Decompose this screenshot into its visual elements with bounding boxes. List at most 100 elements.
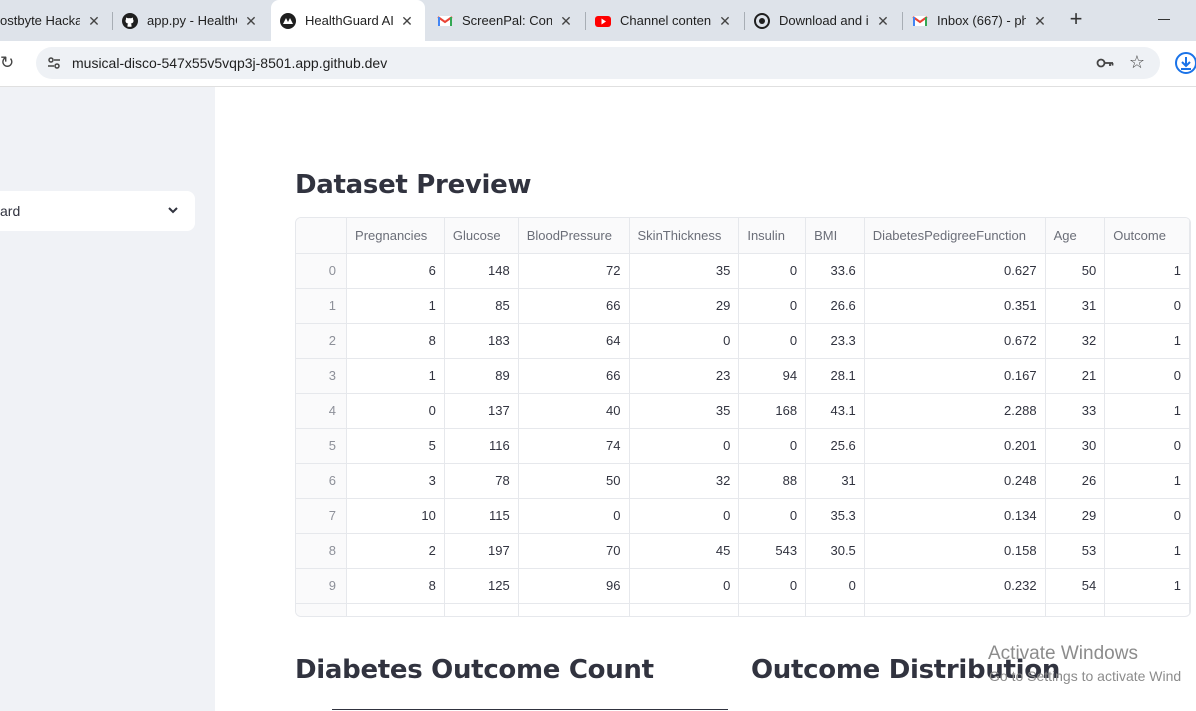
table-cell[interactable]: 115 — [444, 498, 519, 534]
table-cell[interactable]: 40 — [518, 393, 630, 429]
table-cell[interactable]: 125 — [444, 568, 519, 604]
table-cell[interactable]: 53 — [1045, 533, 1106, 569]
table-cell[interactable] — [518, 603, 630, 616]
table-cell[interactable]: 26 — [1045, 463, 1106, 499]
table-cell[interactable]: 148 — [444, 253, 519, 289]
table-cell[interactable] — [1045, 603, 1106, 616]
table-cell[interactable]: 23 — [629, 358, 740, 394]
address-bar[interactable]: musical-disco-547x55v5vqp3j-8501.app.git… — [36, 47, 1160, 79]
table-cell[interactable]: 10 — [346, 498, 445, 534]
column-header[interactable]: Age — [1045, 218, 1106, 254]
table-cell[interactable]: 1 — [1104, 393, 1190, 429]
table-cell[interactable]: 0.248 — [864, 463, 1046, 499]
table-cell[interactable]: 168 — [738, 393, 807, 429]
table-cell[interactable]: 0 — [518, 498, 630, 534]
table-cell[interactable]: 21 — [1045, 358, 1106, 394]
table-cell[interactable]: 0.351 — [864, 288, 1046, 324]
close-icon[interactable]: ✕ — [719, 12, 731, 29]
table-cell[interactable]: 0.158 — [864, 533, 1046, 569]
table-cell[interactable]: 33.6 — [805, 253, 865, 289]
table-cell[interactable]: 3 — [346, 463, 445, 499]
url-text[interactable]: musical-disco-547x55v5vqp3j-8501.app.git… — [72, 55, 388, 71]
tab-download[interactable]: Download and i ✕ — [745, 0, 901, 41]
table-cell[interactable]: 0 — [805, 568, 865, 604]
site-info-icon[interactable] — [46, 55, 62, 71]
table-cell[interactable]: 0 — [1104, 288, 1190, 324]
row-index-cell[interactable] — [296, 603, 348, 616]
table-cell[interactable]: 8 — [346, 323, 445, 359]
close-icon[interactable]: ✕ — [88, 12, 100, 29]
table-cell[interactable]: 0.672 — [864, 323, 1046, 359]
table-cell[interactable]: 32 — [1045, 323, 1106, 359]
table-cell[interactable]: 0 — [738, 428, 807, 464]
table-cell[interactable] — [864, 603, 1046, 616]
column-header[interactable]: BMI — [805, 218, 865, 254]
row-index-cell[interactable]: 1 — [296, 288, 348, 324]
reload-icon[interactable]: ↻ — [0, 53, 15, 72]
table-cell[interactable]: 1 — [1104, 323, 1190, 359]
table-cell[interactable]: 1 — [1104, 533, 1190, 569]
table-cell[interactable]: 0 — [738, 323, 807, 359]
index-column-header[interactable] — [296, 218, 348, 254]
table-cell[interactable]: 30.5 — [805, 533, 865, 569]
table-cell[interactable]: 5 — [346, 428, 445, 464]
table-cell[interactable]: 197 — [444, 533, 519, 569]
table-cell[interactable]: 28.1 — [805, 358, 865, 394]
table-cell[interactable]: 1 — [346, 288, 445, 324]
table-cell[interactable]: 1 — [346, 358, 445, 394]
window-minimize-button[interactable] — [1158, 19, 1170, 20]
table-cell[interactable]: 0 — [738, 568, 807, 604]
table-cell[interactable]: 88 — [738, 463, 807, 499]
table-cell[interactable]: 0.134 — [864, 498, 1046, 534]
table-cell[interactable]: 31 — [1045, 288, 1106, 324]
table-cell[interactable]: 29 — [629, 288, 740, 324]
table-cell[interactable]: 116 — [444, 428, 519, 464]
table-cell[interactable]: 1 — [1104, 253, 1190, 289]
table-cell[interactable]: 0 — [346, 393, 445, 429]
close-icon[interactable]: ✕ — [560, 12, 572, 29]
table-cell[interactable]: 1 — [1104, 568, 1190, 604]
table-cell[interactable]: 78 — [444, 463, 519, 499]
table-cell[interactable]: 0.167 — [864, 358, 1046, 394]
table-cell[interactable]: 0 — [738, 253, 807, 289]
table-cell[interactable]: 8 — [346, 568, 445, 604]
table-cell[interactable]: 74 — [518, 428, 630, 464]
column-header[interactable]: Outcome — [1104, 218, 1190, 254]
table-cell[interactable]: 0 — [629, 428, 740, 464]
table-cell[interactable]: 2.288 — [864, 393, 1046, 429]
tab-youtube[interactable]: Channel content ✕ — [586, 0, 743, 41]
table-cell[interactable]: 0.232 — [864, 568, 1046, 604]
table-cell[interactable]: 0 — [1104, 498, 1190, 534]
table-cell[interactable]: 96 — [518, 568, 630, 604]
table-cell[interactable]: 29 — [1045, 498, 1106, 534]
column-header[interactable]: SkinThickness — [629, 218, 740, 254]
table-cell[interactable]: 0 — [629, 498, 740, 534]
table-cell[interactable]: 64 — [518, 323, 630, 359]
table-cell[interactable]: 23.3 — [805, 323, 865, 359]
column-header[interactable]: Pregnancies — [346, 218, 445, 254]
tab-healthguard[interactable]: HealthGuard AI ✕ — [271, 0, 425, 41]
row-index-cell[interactable]: 2 — [296, 323, 348, 359]
tab-github[interactable]: app.py - HealthG ✕ — [113, 0, 269, 41]
table-cell[interactable]: 54 — [1045, 568, 1106, 604]
table-cell[interactable]: 50 — [1045, 253, 1106, 289]
table-cell[interactable] — [805, 603, 865, 616]
row-index-cell[interactable]: 3 — [296, 358, 348, 394]
close-icon[interactable]: ✕ — [1034, 12, 1046, 29]
row-index-cell[interactable]: 7 — [296, 498, 348, 534]
column-header[interactable]: Glucose — [444, 218, 519, 254]
table-cell[interactable]: 50 — [518, 463, 630, 499]
table-cell[interactable]: 0 — [1104, 358, 1190, 394]
table-cell[interactable]: 0.627 — [864, 253, 1046, 289]
table-cell[interactable] — [346, 603, 445, 616]
download-icon[interactable] — [1174, 51, 1196, 75]
table-cell[interactable]: 183 — [444, 323, 519, 359]
tab-screenpal[interactable]: ScreenPal: Confi ✕ — [428, 0, 584, 41]
table-cell[interactable]: 0 — [738, 288, 807, 324]
table-cell[interactable]: 6 — [346, 253, 445, 289]
row-index-cell[interactable]: 5 — [296, 428, 348, 464]
row-index-cell[interactable]: 9 — [296, 568, 348, 604]
new-tab-button[interactable]: + — [1069, 6, 1083, 31]
table-cell[interactable]: 45 — [629, 533, 740, 569]
table-cell[interactable]: 26.6 — [805, 288, 865, 324]
